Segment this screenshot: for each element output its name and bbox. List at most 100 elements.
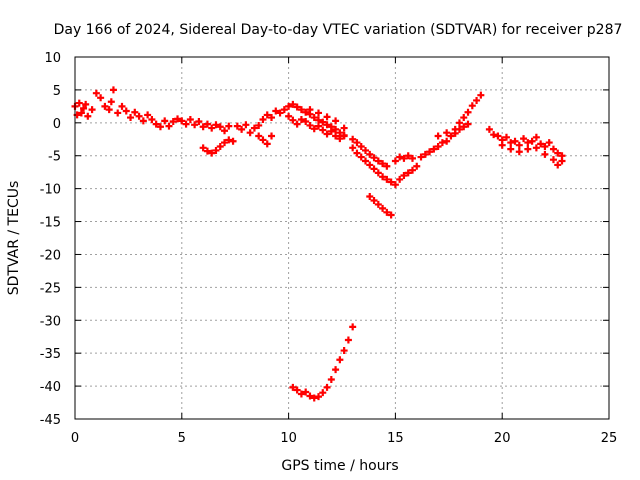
data-point [263, 111, 271, 119]
data-point [148, 116, 156, 124]
data-point [361, 146, 369, 154]
data-point [203, 120, 211, 128]
data-point [485, 125, 493, 133]
data-point [101, 102, 109, 110]
data-point [122, 107, 130, 115]
data-point [169, 118, 177, 126]
data-point [297, 390, 305, 398]
data-point [332, 132, 340, 140]
data-point [186, 116, 194, 124]
data-point [229, 137, 237, 145]
data-point [361, 157, 369, 165]
y-tick-label: -40 [40, 380, 61, 395]
data-point [255, 121, 263, 129]
data-point [549, 156, 557, 164]
ticks: 0 5 10 15 20 25 10 5 0 -5 -10 -15 -20 -25 -30 -35 -40 -45 [40, 51, 618, 446]
data-point [340, 347, 348, 355]
data-point [118, 102, 126, 110]
data-point [374, 200, 382, 208]
data-point [105, 106, 113, 114]
data-point [323, 113, 331, 121]
data-point [515, 141, 523, 149]
data-point [430, 145, 438, 153]
data-point [349, 323, 357, 331]
data-point [77, 109, 85, 117]
data-point [114, 109, 122, 117]
data-point [92, 89, 100, 97]
data-point [323, 121, 331, 129]
data-point [349, 135, 357, 143]
data-point [353, 139, 361, 147]
data-point [443, 137, 451, 145]
plot-frame [74, 56, 610, 420]
data-point [336, 129, 344, 137]
data-point [353, 149, 361, 157]
y-tick-label: -10 [40, 183, 61, 198]
data-point [336, 356, 344, 364]
data-point [451, 125, 459, 133]
data-point [554, 149, 562, 157]
data-point [107, 98, 115, 106]
data-point [417, 153, 425, 161]
x-axis-label: GPS time / hours [281, 458, 398, 474]
data-point [306, 392, 314, 400]
data-point [340, 132, 348, 140]
data-point [319, 118, 327, 126]
data-point [558, 157, 566, 165]
data-point [195, 118, 203, 126]
data-point [391, 181, 399, 189]
data-point [127, 114, 135, 122]
grid [75, 57, 609, 419]
data-point [340, 124, 348, 132]
data-point [285, 102, 293, 110]
data-point [383, 208, 391, 216]
data-point [387, 211, 395, 219]
data-point [225, 122, 233, 130]
data-point [156, 123, 164, 131]
data-point [212, 121, 220, 129]
data-point [438, 139, 446, 147]
data-point [400, 171, 408, 179]
data-point [255, 132, 263, 140]
data-point [109, 86, 117, 94]
data-point [532, 133, 540, 141]
y-tick-label: -45 [40, 413, 61, 428]
data-point [216, 143, 224, 151]
data-point [306, 121, 314, 129]
data-point [75, 99, 83, 107]
data-point [88, 106, 96, 114]
y-tick-label: 10 [44, 51, 61, 66]
data-point [391, 157, 399, 165]
y-tick-label: -15 [40, 216, 61, 231]
data-point [408, 166, 416, 174]
y-tick-label: 0 [53, 117, 61, 132]
data-point [370, 165, 378, 173]
series-outlier-11h [289, 323, 357, 402]
data-point [413, 162, 421, 170]
data-point [426, 148, 434, 156]
data-point [379, 204, 387, 212]
data-point [464, 108, 472, 116]
data-point [460, 123, 468, 131]
data-point [178, 117, 186, 125]
data-point [289, 100, 297, 108]
data-point [374, 157, 382, 165]
data-point [455, 119, 463, 127]
data-point [268, 114, 276, 122]
data-point [144, 111, 152, 119]
y-axis-label: SDTVAR / TECUs [6, 181, 22, 296]
data-point [289, 383, 297, 391]
data-point [541, 143, 549, 151]
data-point [306, 106, 314, 114]
data-point [199, 123, 207, 131]
data-point [272, 107, 280, 115]
data-point [400, 154, 408, 162]
data-point [507, 139, 515, 147]
data-point [221, 139, 229, 147]
data-point [302, 118, 310, 126]
data-point [498, 141, 506, 149]
data-point [315, 116, 323, 124]
data-point [165, 122, 173, 130]
data-point [238, 125, 246, 133]
